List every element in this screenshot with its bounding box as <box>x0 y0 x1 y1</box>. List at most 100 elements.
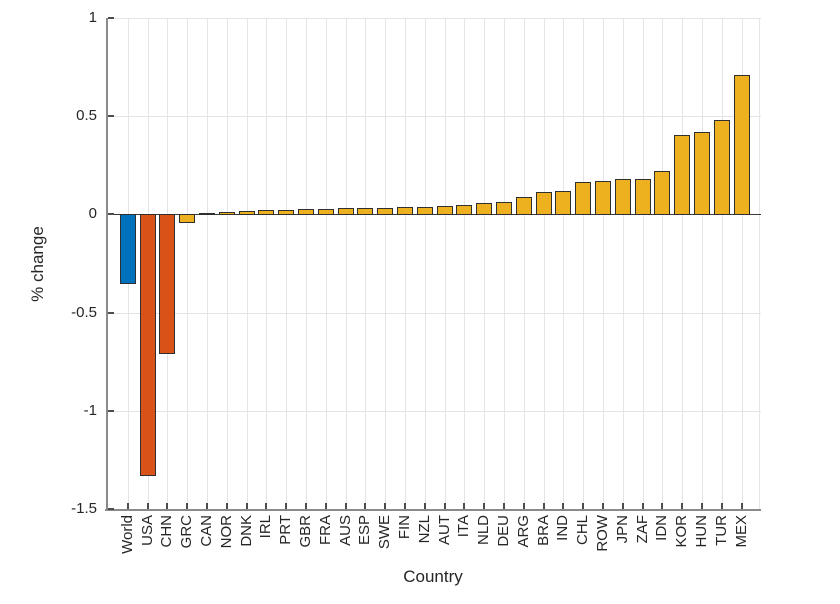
x-tick-label-FRA: FRA <box>317 515 334 545</box>
x-tick-mark <box>206 503 208 509</box>
gridline-vertical <box>464 18 465 509</box>
bar-FIN <box>397 207 413 215</box>
bar-HUN <box>694 132 710 215</box>
y-tick-label--1.5: -1.5 <box>71 500 97 517</box>
gridline-vertical <box>722 18 723 509</box>
x-tick-label-ITA: ITA <box>455 515 472 538</box>
x-tick-mark <box>364 503 366 509</box>
bar-KOR <box>674 135 690 215</box>
bar-BRA <box>536 192 552 215</box>
x-tick-label-JPN: JPN <box>614 515 631 544</box>
bar-CAN <box>199 213 215 215</box>
bar-GBR <box>298 209 314 215</box>
x-tick-label-BRA: BRA <box>535 515 552 546</box>
bar-IRL <box>258 210 274 215</box>
y-tick-label-1: 1 <box>88 9 97 26</box>
plot-right-edge <box>759 18 760 509</box>
x-tick-mark <box>701 503 703 509</box>
x-tick-mark <box>325 503 327 509</box>
x-tick-label-KOR: KOR <box>673 515 690 548</box>
gridline-vertical <box>603 18 604 509</box>
bar-GRC <box>179 214 195 223</box>
x-tick-mark <box>661 503 663 509</box>
x-tick-label-ESP: ESP <box>356 515 373 546</box>
bar-MEX <box>734 75 750 215</box>
x-tick-mark <box>444 503 446 509</box>
gridline-horizontal <box>106 116 761 117</box>
bar-NLD <box>476 203 492 215</box>
y-tick-mark <box>108 312 114 314</box>
gridline-vertical <box>524 18 525 509</box>
x-tick-label-IND: IND <box>554 515 571 541</box>
y-tick-mark <box>108 17 114 19</box>
x-tick-mark <box>166 503 168 509</box>
gridline-vertical <box>227 18 228 509</box>
gridline-vertical <box>306 18 307 509</box>
x-tick-label-MEX: MEX <box>733 515 750 548</box>
y-tick-label-0: 0 <box>88 205 97 222</box>
gridline-vertical <box>425 18 426 509</box>
x-tick-mark <box>642 503 644 509</box>
x-tick-mark <box>345 503 347 509</box>
gridline-vertical <box>643 18 644 509</box>
x-tick-mark <box>602 503 604 509</box>
x-tick-label-ARG: ARG <box>515 515 532 548</box>
bar-DEU <box>496 202 512 215</box>
x-tick-mark <box>226 503 228 509</box>
x-tick-mark <box>285 503 287 509</box>
bar-NOR <box>219 212 235 215</box>
gridline-vertical <box>445 18 446 509</box>
gridline-vertical <box>187 18 188 509</box>
x-tick-label-ZAF: ZAF <box>634 515 651 544</box>
x-tick-mark <box>721 503 723 509</box>
x-tick-label-FIN: FIN <box>396 515 413 540</box>
gridline-vertical <box>266 18 267 509</box>
x-axis-label: Country <box>403 567 463 586</box>
x-tick-label-CHL: CHL <box>574 515 591 546</box>
x-tick-mark <box>424 503 426 509</box>
bar-JPN <box>615 179 631 215</box>
x-tick-label-GRC: GRC <box>178 515 195 549</box>
gridline-vertical <box>346 18 347 509</box>
x-tick-label-IRL: IRL <box>257 515 274 539</box>
x-tick-label-IDN: IDN <box>653 515 670 541</box>
gridline-vertical <box>484 18 485 509</box>
gridline-vertical <box>544 18 545 509</box>
gridline-vertical <box>702 18 703 509</box>
x-tick-mark <box>384 503 386 509</box>
x-tick-mark <box>741 503 743 509</box>
gridline-vertical <box>365 18 366 509</box>
x-tick-mark <box>404 503 406 509</box>
x-tick-label-World: World <box>119 515 136 554</box>
x-tick-mark <box>543 503 545 509</box>
x-tick-label-CAN: CAN <box>198 515 215 547</box>
x-tick-mark <box>305 503 307 509</box>
y-axis-line <box>106 18 108 511</box>
x-tick-label-NZL: NZL <box>416 515 433 544</box>
x-tick-label-GBR: GBR <box>297 515 314 548</box>
y-tick-label-0.5: 0.5 <box>76 107 97 124</box>
gridline-vertical <box>207 18 208 509</box>
bar-IND <box>555 191 571 215</box>
bar-USA <box>140 214 156 476</box>
x-tick-label-NOR: NOR <box>218 515 235 549</box>
bar-ARG <box>516 197 532 215</box>
x-tick-mark <box>622 503 624 509</box>
x-tick-mark <box>582 503 584 509</box>
x-tick-mark <box>483 503 485 509</box>
gridline-vertical <box>326 18 327 509</box>
gridline-vertical <box>742 18 743 509</box>
bar-ROW <box>595 181 611 215</box>
gridline-horizontal <box>106 18 761 19</box>
bar-ZAF <box>635 179 651 215</box>
y-tick-label--1: -1 <box>83 402 97 419</box>
x-tick-label-AUS: AUS <box>337 515 354 546</box>
x-tick-label-DEU: DEU <box>495 515 512 547</box>
x-tick-mark <box>186 503 188 509</box>
gridline-vertical <box>247 18 248 509</box>
y-tick-label--0.5: -0.5 <box>71 304 97 321</box>
x-tick-mark <box>503 503 505 509</box>
zero-baseline <box>106 214 761 215</box>
x-tick-mark <box>523 503 525 509</box>
